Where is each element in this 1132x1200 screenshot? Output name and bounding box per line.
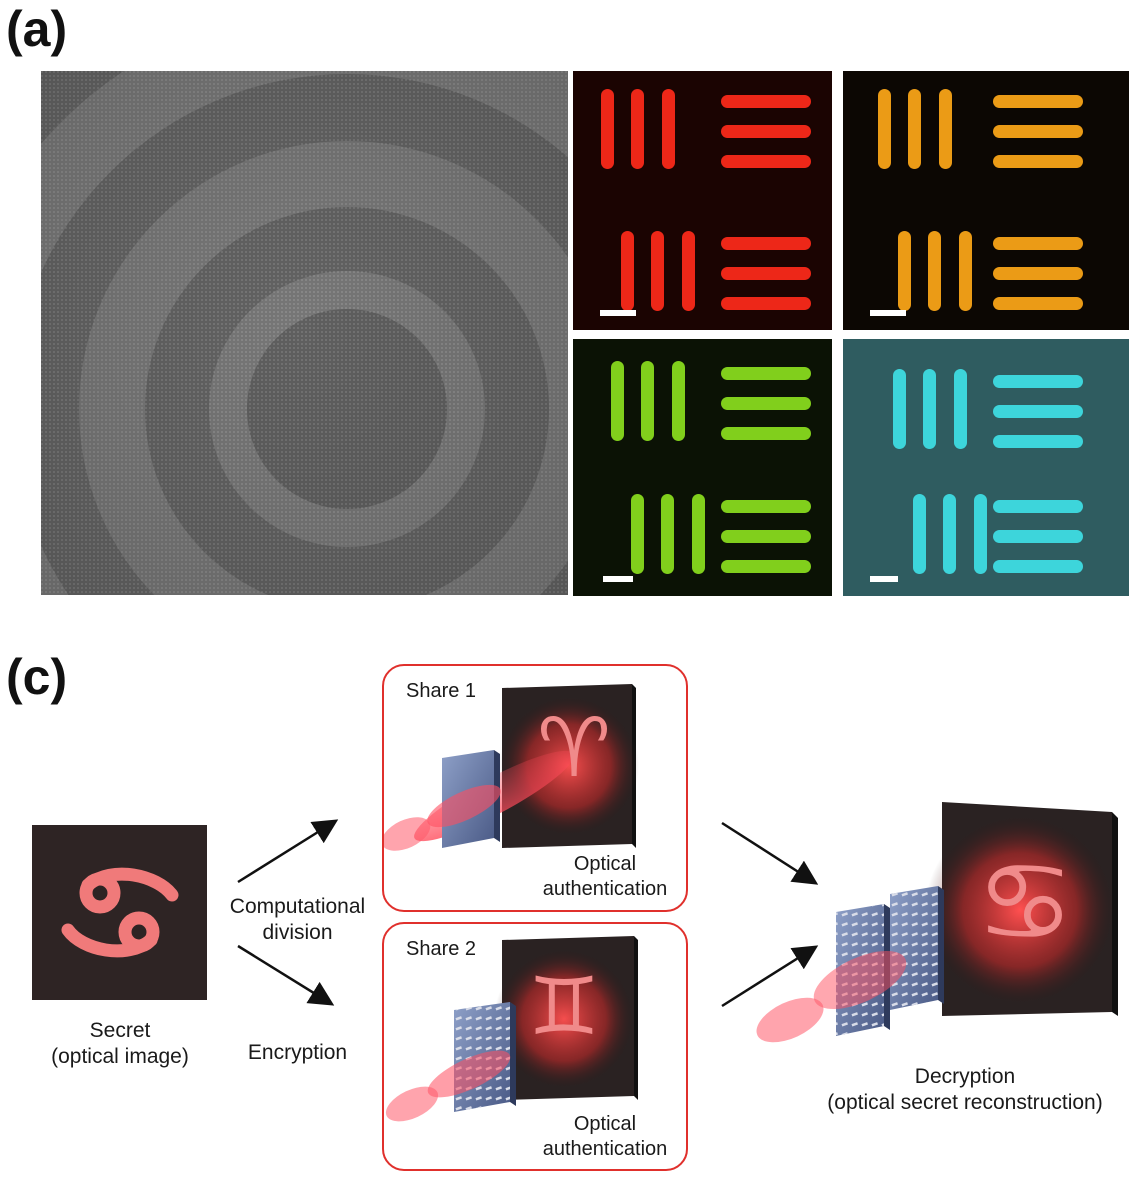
vertical-bar	[672, 361, 685, 441]
vertical-bar	[662, 89, 675, 169]
arrow-to-share2	[237, 944, 335, 1006]
horizontal-bar	[721, 155, 811, 168]
vertical-bar	[651, 231, 664, 311]
share1-auth-line2: authentication	[542, 878, 668, 900]
secret-caption: Secret (optical image)	[20, 1018, 220, 1071]
sem-image	[41, 71, 568, 595]
vertical-bar	[943, 494, 956, 574]
horizontal-bar	[993, 500, 1083, 513]
vertical-bar	[939, 89, 952, 169]
vertical-bar	[878, 89, 891, 169]
vertical-bar	[692, 494, 705, 574]
horizontal-bar	[993, 435, 1083, 448]
horizontal-bar	[721, 500, 811, 513]
decryption-setup: ♋	[756, 802, 1118, 1043]
vertical-bar	[928, 231, 941, 311]
scale-bar	[870, 310, 906, 316]
arrow-share2-to-decrypt	[721, 945, 819, 1008]
horizontal-bar	[721, 367, 811, 380]
share1-title: Share 1	[406, 680, 477, 702]
tile-orange	[843, 71, 1129, 330]
horizontal-bar	[993, 237, 1083, 250]
vertical-bar	[923, 369, 936, 449]
horizontal-bar	[993, 267, 1083, 280]
computational-division-label: Computational division	[205, 894, 390, 947]
horizontal-bar	[993, 375, 1083, 388]
tile-green	[573, 339, 832, 596]
vertical-bar	[611, 361, 624, 441]
decryption-line2: (optical secret reconstruction)	[827, 1091, 1103, 1115]
horizontal-bar	[721, 427, 811, 440]
vertical-bar	[974, 494, 987, 574]
vertical-bar	[954, 369, 967, 449]
aries-symbol-icon: ♈	[537, 701, 611, 796]
horizontal-bar	[721, 267, 811, 280]
gemini-symbol-icon: ♊	[528, 960, 600, 1053]
share1-auth-line1: Optical	[573, 853, 637, 875]
arrow-to-share1	[237, 819, 339, 884]
tile-red	[573, 71, 832, 330]
vertical-bar	[682, 231, 695, 311]
vertical-bar	[621, 231, 634, 311]
horizontal-bar	[993, 560, 1083, 573]
tile-cyan	[843, 339, 1129, 596]
share2-auth-line2: authentication	[542, 1138, 668, 1160]
panel-c-label: (c)	[6, 649, 68, 705]
scale-bar	[870, 576, 898, 582]
vertical-bar	[959, 231, 972, 311]
secret-caption-line2: (optical image)	[51, 1045, 189, 1069]
computational-line1: Computational	[229, 895, 366, 918]
share1-box: Share 1 ♈ Optical authen	[382, 664, 688, 912]
secret-caption-line1: Secret	[89, 1019, 151, 1042]
decryption-caption: Decryption (optical secret reconstructio…	[800, 1064, 1130, 1117]
vertical-bar	[661, 494, 674, 574]
horizontal-bar	[721, 125, 811, 138]
horizontal-bar	[993, 530, 1083, 543]
vertical-bar	[908, 89, 921, 169]
share1-auth-label: Optical authentication	[524, 852, 686, 902]
share2-auth-line1: Optical	[573, 1113, 637, 1135]
vertical-bar	[631, 89, 644, 169]
arrow-share1-to-decrypt	[721, 821, 819, 885]
scale-bar	[600, 310, 636, 316]
horizontal-bar	[721, 95, 811, 108]
share2-title: Share 2	[406, 938, 477, 960]
horizontal-bar	[721, 397, 811, 410]
vertical-bar	[913, 494, 926, 574]
result-cancer-symbol-icon: ♋	[976, 838, 1075, 966]
panel-a-label: (a)	[6, 1, 68, 57]
horizontal-bar	[721, 560, 811, 573]
computational-line2: division	[262, 921, 333, 945]
horizontal-bar	[721, 297, 811, 310]
horizontal-bar	[993, 297, 1083, 310]
secret-image	[32, 825, 207, 1000]
vertical-bar	[631, 494, 644, 574]
vertical-bar	[893, 369, 906, 449]
horizontal-bar	[721, 530, 811, 543]
share2-box: Share 2 ♊ Optical authentication	[382, 922, 688, 1171]
encryption-label: Encryption	[247, 1041, 348, 1064]
share2-auth-label: Optical authentication	[524, 1112, 686, 1162]
horizontal-bar	[721, 237, 811, 250]
vertical-bar	[601, 89, 614, 169]
scale-bar	[603, 576, 633, 582]
decryption-line1: Decryption	[914, 1065, 1016, 1088]
horizontal-bar	[993, 125, 1083, 138]
horizontal-bar	[993, 95, 1083, 108]
vertical-bar	[898, 231, 911, 311]
horizontal-bar	[993, 405, 1083, 418]
horizontal-bar	[993, 155, 1083, 168]
vertical-bar	[641, 361, 654, 441]
cancer-symbol-icon	[61, 867, 179, 958]
